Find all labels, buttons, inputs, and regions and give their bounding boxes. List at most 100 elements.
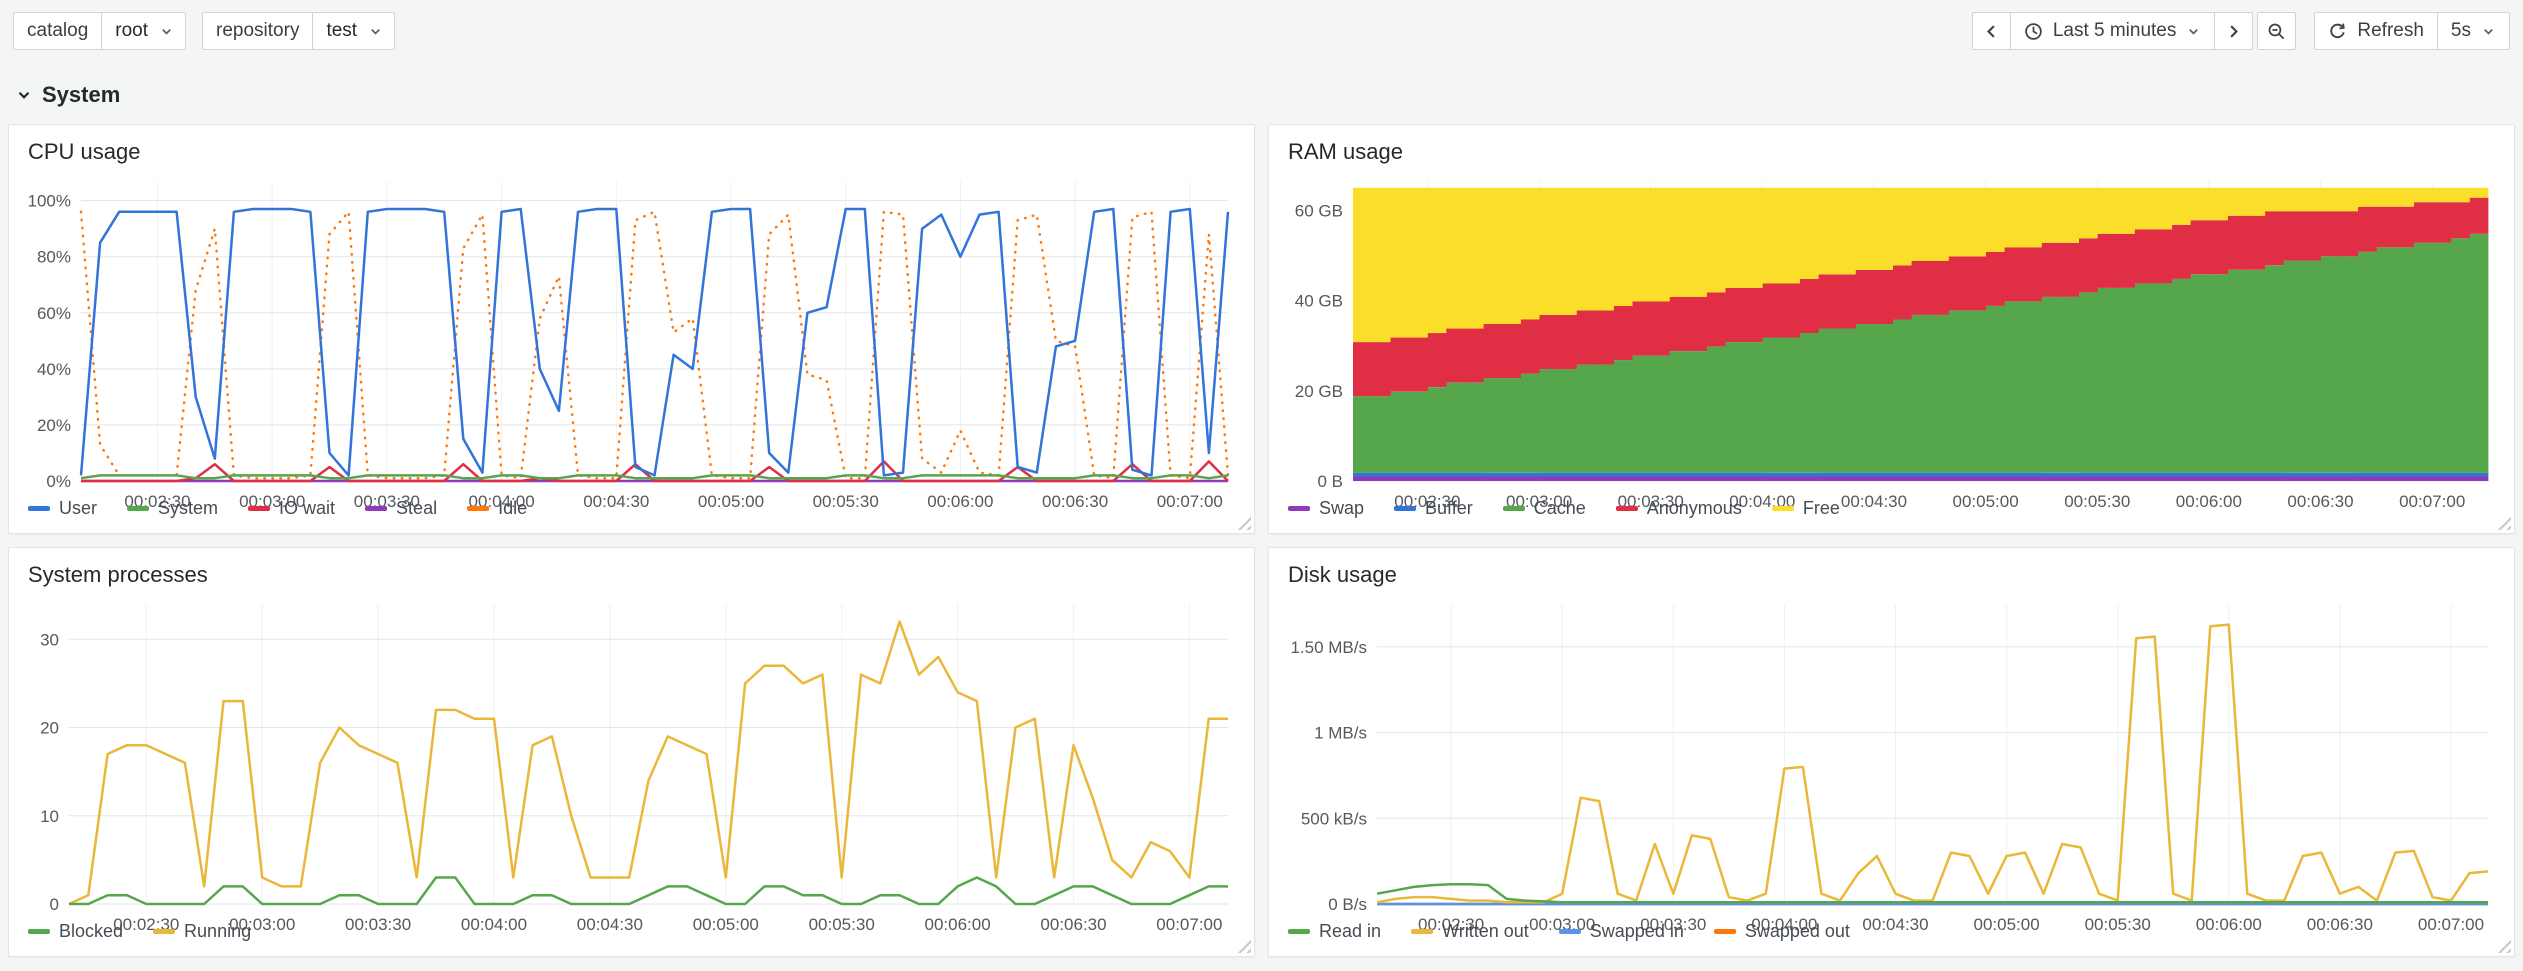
- time-range-picker[interactable]: Last 5 minutes: [2009, 12, 2216, 50]
- svg-text:00:03:30: 00:03:30: [345, 915, 411, 934]
- svg-text:00:04:30: 00:04:30: [1841, 492, 1907, 511]
- legend-item-system[interactable]: System: [127, 498, 218, 519]
- refresh-interval-value: 5s: [2450, 20, 2471, 41]
- svg-text:00:05:30: 00:05:30: [2085, 915, 2151, 934]
- clock-icon: [2025, 22, 2042, 40]
- panel-title-cpu-usage[interactable]: CPU usage: [28, 139, 141, 164]
- section-row-system[interactable]: System: [0, 60, 2523, 124]
- svg-text:00:06:00: 00:06:00: [927, 492, 993, 511]
- legend-item-io-wait[interactable]: IO wait: [248, 498, 335, 519]
- time-range-group: Last 5 minutes: [1971, 12, 2254, 50]
- legend-item-buffer[interactable]: Buffer: [1394, 498, 1473, 519]
- svg-text:00:07:00: 00:07:00: [2418, 915, 2484, 934]
- legend-swatch: [1713, 929, 1736, 934]
- svg-text:00:06:30: 00:06:30: [2287, 492, 2353, 511]
- chevron-down-icon: [371, 28, 380, 35]
- legend-swatch: [127, 506, 150, 511]
- legend-item-blocked[interactable]: Blocked: [28, 921, 123, 942]
- legend-item-cache[interactable]: Cache: [1502, 498, 1586, 519]
- svg-text:00:06:00: 00:06:00: [925, 915, 991, 934]
- legend-item-idle[interactable]: Idle: [467, 498, 527, 519]
- dashboard-variables: catalog root repository test: [13, 12, 396, 50]
- legend-swatch: [153, 929, 176, 934]
- refresh-icon: [2330, 23, 2346, 38]
- svg-text:00:05:30: 00:05:30: [813, 492, 879, 511]
- cpu-usage-legend: User System IO wait Steal Idle: [9, 496, 1254, 533]
- svg-text:00:06:30: 00:06:30: [2307, 915, 2373, 934]
- variable-repository-value: test: [326, 20, 358, 41]
- zoom-out-button[interactable]: [2257, 12, 2297, 50]
- chevron-left-icon: [1986, 24, 1995, 38]
- chevron-down-icon: [2189, 28, 2199, 35]
- svg-text:00:03:00: 00:03:00: [229, 915, 295, 934]
- time-shift-forward-button[interactable]: [2214, 12, 2254, 50]
- cpu-usage-chart[interactable]: 0% 20% 40% 60% 80% 100% 00:02:30 00:03:00 00:03:…: [17, 171, 1246, 511]
- svg-text:00:05:30: 00:05:30: [2064, 492, 2130, 511]
- svg-text:00:05:00: 00:05:00: [1974, 915, 2040, 934]
- legend-item-swapped-in[interactable]: Swapped in: [1558, 921, 1684, 942]
- legend-item-read-in[interactable]: Read in: [1288, 921, 1381, 942]
- time-shift-back-button[interactable]: [1971, 12, 2011, 50]
- svg-text:00:03:30: 00:03:30: [1640, 915, 1706, 934]
- system-processes-chart[interactable]: 0 10 20 30 00:02:30 00:03:00 00:03:30 00:04:00 0…: [17, 594, 1246, 934]
- variable-repository: repository test: [202, 12, 396, 50]
- legend-item-steal[interactable]: Steal: [365, 498, 437, 519]
- legend-swatch: [1288, 506, 1310, 511]
- svg-text:100%: 100%: [28, 192, 71, 211]
- svg-text:00:05:00: 00:05:00: [1953, 492, 2019, 511]
- chevron-right-icon: [2230, 24, 2239, 38]
- svg-text:00:04:30: 00:04:30: [583, 492, 649, 511]
- svg-text:00:04:00: 00:04:00: [1751, 915, 1817, 934]
- svg-text:20%: 20%: [37, 416, 71, 435]
- svg-text:00:06:30: 00:06:30: [1042, 492, 1108, 511]
- legend-item-written-out[interactable]: Written out: [1411, 921, 1529, 942]
- time-range-label: Last 5 minutes: [2052, 20, 2177, 41]
- panel-title-system-processes[interactable]: System processes: [28, 562, 208, 587]
- legend-swatch: [1288, 929, 1310, 934]
- disk-usage-chart[interactable]: 0 B/s 500 kB/s 1 MB/s 1.50 MB/s 00:02:30 00:0…: [1277, 594, 2506, 934]
- system-processes-legend: Blocked Running: [9, 919, 1254, 956]
- svg-text:00:05:30: 00:05:30: [809, 915, 875, 934]
- svg-text:00:02:30: 00:02:30: [1418, 915, 1484, 934]
- svg-text:0 B/s: 0 B/s: [1328, 895, 1367, 914]
- legend-item-anonymous[interactable]: Anonymous: [1615, 498, 1742, 519]
- legend-swatch: [1558, 929, 1581, 934]
- svg-text:00:05:00: 00:05:00: [698, 492, 764, 511]
- svg-text:00:05:00: 00:05:00: [693, 915, 759, 934]
- svg-text:0 B: 0 B: [1317, 472, 1343, 491]
- chevron-down-icon: [162, 28, 171, 35]
- panel-title-ram-usage[interactable]: RAM usage: [1288, 139, 1403, 164]
- refresh-group: Refresh 5s: [2314, 12, 2510, 50]
- legend-swatch: [1771, 506, 1794, 511]
- svg-text:00:07:00: 00:07:00: [2399, 492, 2465, 511]
- legend-swatch: [28, 929, 50, 934]
- topbar: catalog root repository test: [0, 0, 2523, 60]
- variable-catalog: catalog root: [13, 12, 187, 50]
- legend-swatch: [1411, 929, 1434, 934]
- variable-catalog-dropdown[interactable]: root: [101, 12, 187, 50]
- svg-text:00:04:30: 00:04:30: [1862, 915, 1928, 934]
- variable-repository-dropdown[interactable]: test: [312, 12, 396, 50]
- panel-grid: CPU usage 0% 20% 40% 60% 80% 100% 00:02:30 00:0…: [0, 124, 2523, 957]
- ram-usage-legend: Swap Buffer Cache Anonymous Free: [1269, 496, 2514, 533]
- legend-swatch: [1394, 506, 1417, 511]
- refresh-interval-select[interactable]: 5s: [2436, 12, 2510, 50]
- svg-text:60 GB: 60 GB: [1295, 201, 1343, 220]
- legend-item-swap[interactable]: Swap: [1288, 498, 1364, 519]
- legend-item-free[interactable]: Free: [1771, 498, 1840, 519]
- legend-item-running[interactable]: Running: [153, 921, 251, 942]
- svg-text:1 MB/s: 1 MB/s: [1314, 724, 1367, 743]
- svg-text:00:06:00: 00:06:00: [2176, 492, 2242, 511]
- legend-swatch: [1615, 506, 1638, 511]
- magnifier-minus-icon: [2268, 23, 2285, 39]
- svg-text:500 kB/s: 500 kB/s: [1301, 809, 1367, 828]
- legend-item-swapped-out[interactable]: Swapped out: [1713, 921, 1850, 942]
- ram-usage-chart[interactable]: 0 B 20 GB 40 GB 60 GB 00:02:30 00:03:00 00:03:…: [1277, 171, 2506, 511]
- panel-title-disk-usage[interactable]: Disk usage: [1288, 562, 1397, 587]
- variable-repository-label: repository: [202, 12, 314, 50]
- svg-text:10: 10: [40, 807, 59, 826]
- refresh-button[interactable]: Refresh: [2314, 12, 2438, 50]
- legend-item-user[interactable]: User: [28, 498, 97, 519]
- svg-text:00:04:00: 00:04:00: [461, 915, 527, 934]
